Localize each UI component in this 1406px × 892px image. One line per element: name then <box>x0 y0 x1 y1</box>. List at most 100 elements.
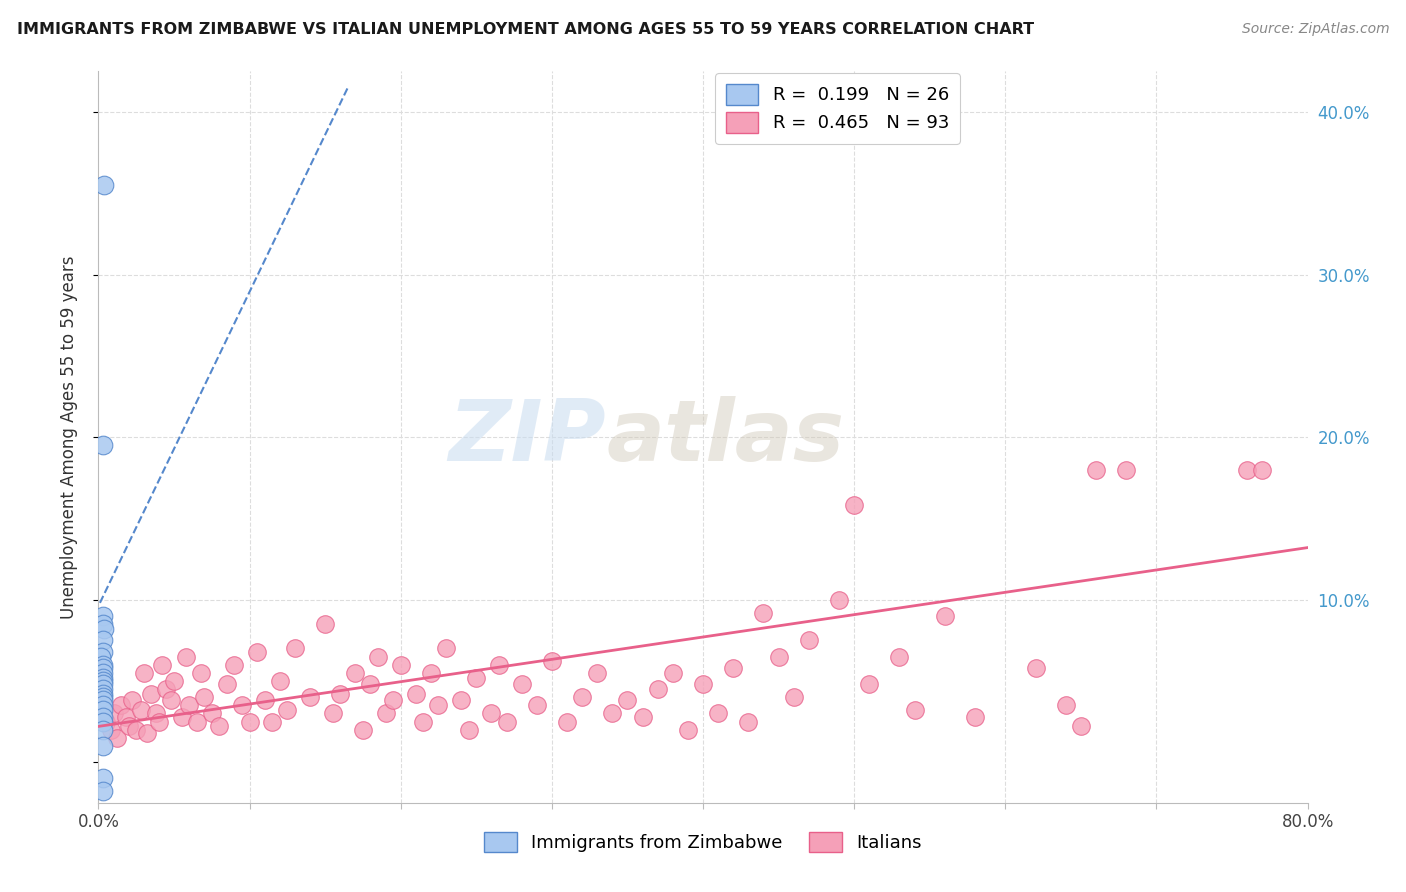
Point <box>586 665 609 680</box>
Point <box>103 706 125 721</box>
Point <box>889 649 911 664</box>
Point <box>150 657 173 672</box>
Point <box>239 714 262 729</box>
Text: atlas: atlas <box>606 395 845 479</box>
Point <box>91 739 114 753</box>
Point <box>934 608 956 623</box>
Point <box>91 661 114 675</box>
Point <box>427 698 450 713</box>
Text: IMMIGRANTS FROM ZIMBABWE VS ITALIAN UNEMPLOYMENT AMONG AGES 55 TO 59 YEARS CORRE: IMMIGRANTS FROM ZIMBABWE VS ITALIAN UNEM… <box>17 22 1033 37</box>
Point <box>1115 462 1137 476</box>
Point <box>179 698 201 713</box>
Point <box>224 657 246 672</box>
Point <box>93 178 115 193</box>
Point <box>1236 462 1258 476</box>
Point <box>91 617 114 632</box>
Point <box>91 714 114 729</box>
Point <box>190 665 212 680</box>
Text: Source: ZipAtlas.com: Source: ZipAtlas.com <box>1241 22 1389 37</box>
Point <box>631 709 654 723</box>
Point <box>828 592 851 607</box>
Point <box>420 665 443 680</box>
Point <box>91 687 114 701</box>
Point <box>186 714 208 729</box>
Point <box>91 703 114 717</box>
Point <box>481 706 503 721</box>
Point <box>160 693 183 707</box>
Point <box>91 681 114 696</box>
Point <box>118 719 141 733</box>
Point <box>465 671 488 685</box>
Point <box>526 698 548 713</box>
Point <box>858 677 880 691</box>
Point <box>647 681 669 696</box>
Point <box>135 726 157 740</box>
Point <box>91 665 114 680</box>
Point <box>844 499 866 513</box>
Point <box>141 687 163 701</box>
Point <box>405 687 427 701</box>
Point <box>100 723 122 737</box>
Point <box>105 731 128 745</box>
Point <box>253 693 276 707</box>
Point <box>752 606 775 620</box>
Point <box>768 649 790 664</box>
Point <box>129 703 152 717</box>
Point <box>352 723 374 737</box>
Point <box>723 661 745 675</box>
Point <box>904 703 927 717</box>
Point <box>389 657 412 672</box>
Point <box>676 723 699 737</box>
Point <box>91 633 114 648</box>
Point <box>299 690 322 705</box>
Point <box>510 677 533 691</box>
Point <box>208 719 231 733</box>
Point <box>367 649 389 664</box>
Point <box>344 665 367 680</box>
Point <box>434 641 457 656</box>
Point <box>91 690 114 705</box>
Point <box>661 665 683 680</box>
Point <box>121 693 143 707</box>
Point <box>163 673 186 688</box>
Point <box>555 714 578 729</box>
Text: ZIP: ZIP <box>449 395 606 479</box>
Point <box>155 681 177 696</box>
Point <box>114 709 136 723</box>
Point <box>412 714 434 729</box>
Point <box>495 714 517 729</box>
Point <box>1054 698 1077 713</box>
Point <box>360 677 382 691</box>
Point <box>91 784 114 798</box>
Point <box>1070 719 1092 733</box>
Point <box>269 673 291 688</box>
Point <box>90 649 112 664</box>
Point <box>91 709 114 723</box>
Point <box>602 706 624 721</box>
Point <box>145 706 167 721</box>
Point <box>965 709 987 723</box>
Point <box>91 671 114 685</box>
Point <box>540 654 562 668</box>
Point <box>91 438 114 452</box>
Point <box>132 665 155 680</box>
Point <box>94 714 117 729</box>
Point <box>1085 462 1108 476</box>
Point <box>783 690 806 705</box>
Legend: Immigrants from Zimbabwe, Italians: Immigrants from Zimbabwe, Italians <box>477 824 929 860</box>
Y-axis label: Unemployment Among Ages 55 to 59 years: Unemployment Among Ages 55 to 59 years <box>59 255 77 619</box>
Point <box>174 649 197 664</box>
Point <box>314 617 336 632</box>
Point <box>148 714 170 729</box>
Point <box>616 693 638 707</box>
Point <box>262 714 284 729</box>
Point <box>450 693 472 707</box>
Point <box>284 641 307 656</box>
Point <box>1024 661 1046 675</box>
Point <box>91 657 114 672</box>
Point <box>797 633 820 648</box>
Point <box>382 693 405 707</box>
Point <box>91 673 114 688</box>
Point <box>707 706 730 721</box>
Point <box>91 698 114 713</box>
